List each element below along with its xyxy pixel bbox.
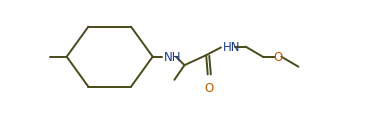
Text: HN: HN xyxy=(223,41,240,54)
Text: NH: NH xyxy=(164,51,181,64)
Text: O: O xyxy=(205,81,214,94)
Text: O: O xyxy=(274,51,283,64)
